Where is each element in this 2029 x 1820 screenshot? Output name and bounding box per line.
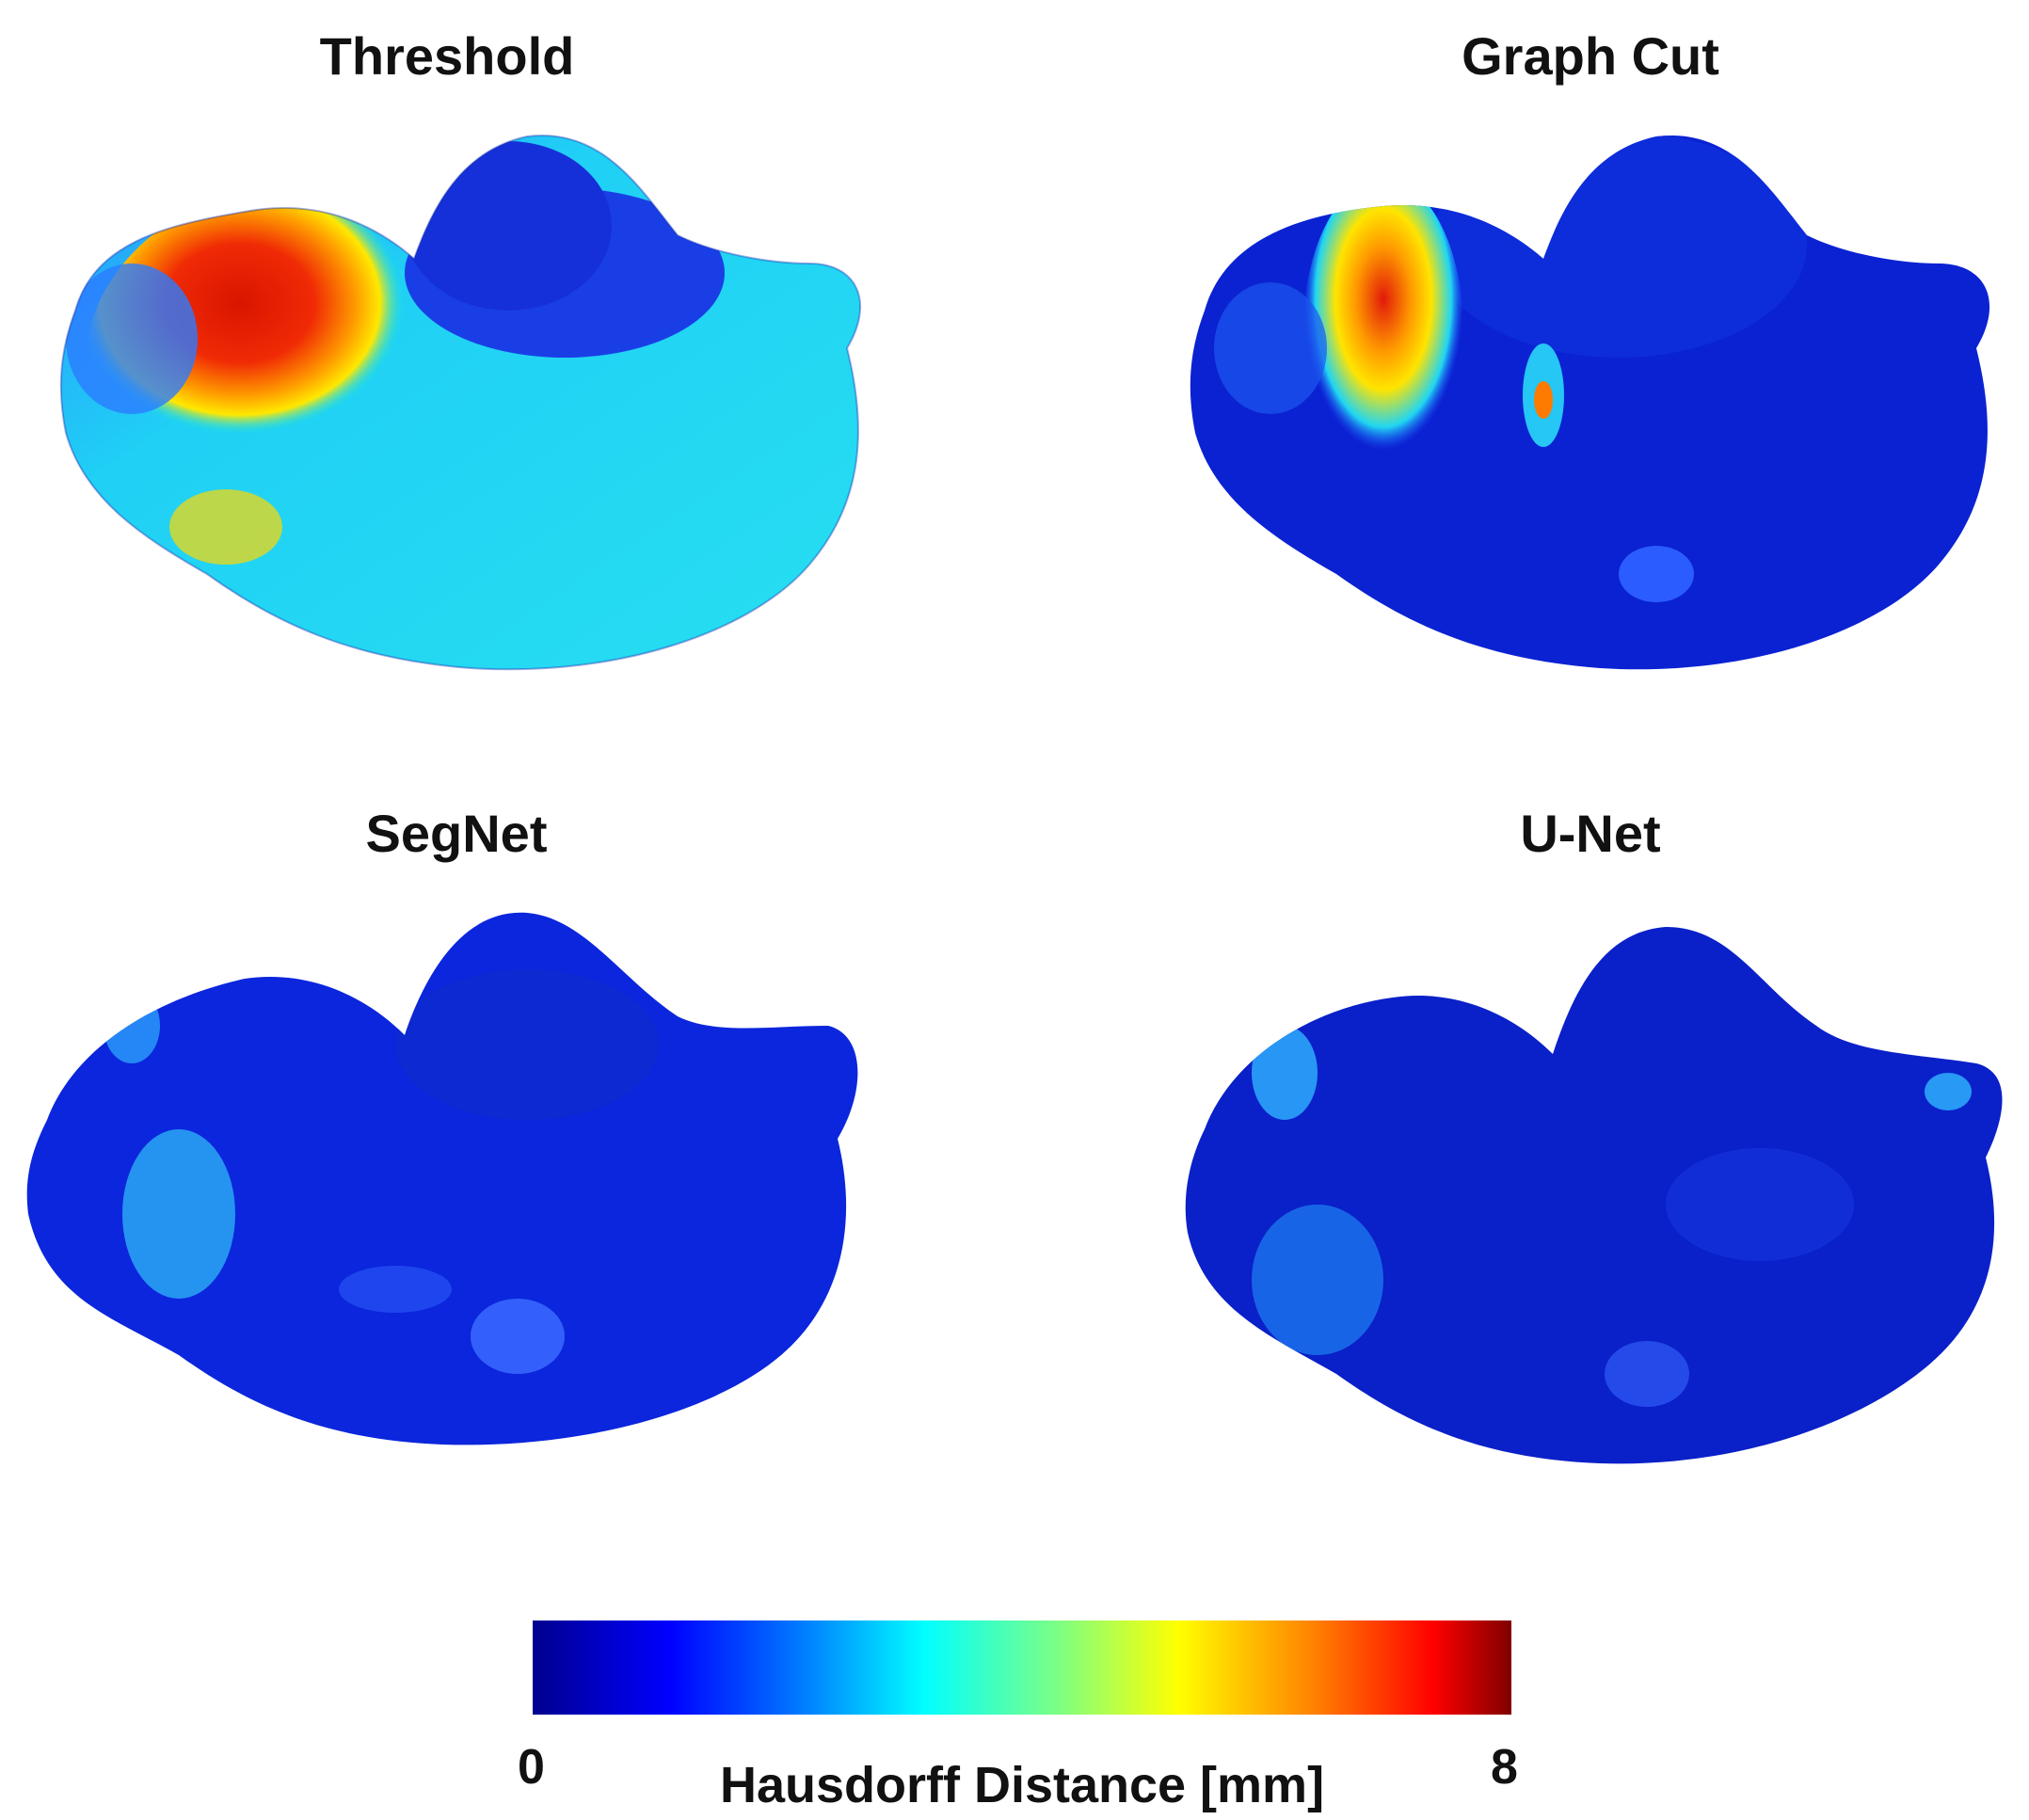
segnet-title: SegNet (365, 804, 548, 863)
colorbar-max-label: 8 (1491, 1740, 1518, 1795)
colorbar-gradient (533, 1620, 1511, 1715)
segnet-heatmap-render (19, 903, 885, 1459)
colorbar-min-label: 0 (518, 1740, 545, 1795)
graph-cut-title: Graph Cut (1462, 26, 1719, 86)
threshold-title: Threshold (319, 26, 575, 86)
colorbar-axis-label: Hausdorff Distance [mm] (719, 1757, 1325, 1813)
unet-heatmap-render (1176, 922, 2023, 1487)
threshold-heatmap-render (38, 122, 885, 687)
unet-title: U-Net (1520, 804, 1661, 863)
colorbar: 0 8 Hausdorff Distance [mm] (518, 1620, 1518, 1818)
graph-cut-heatmap-render (1167, 122, 2014, 687)
